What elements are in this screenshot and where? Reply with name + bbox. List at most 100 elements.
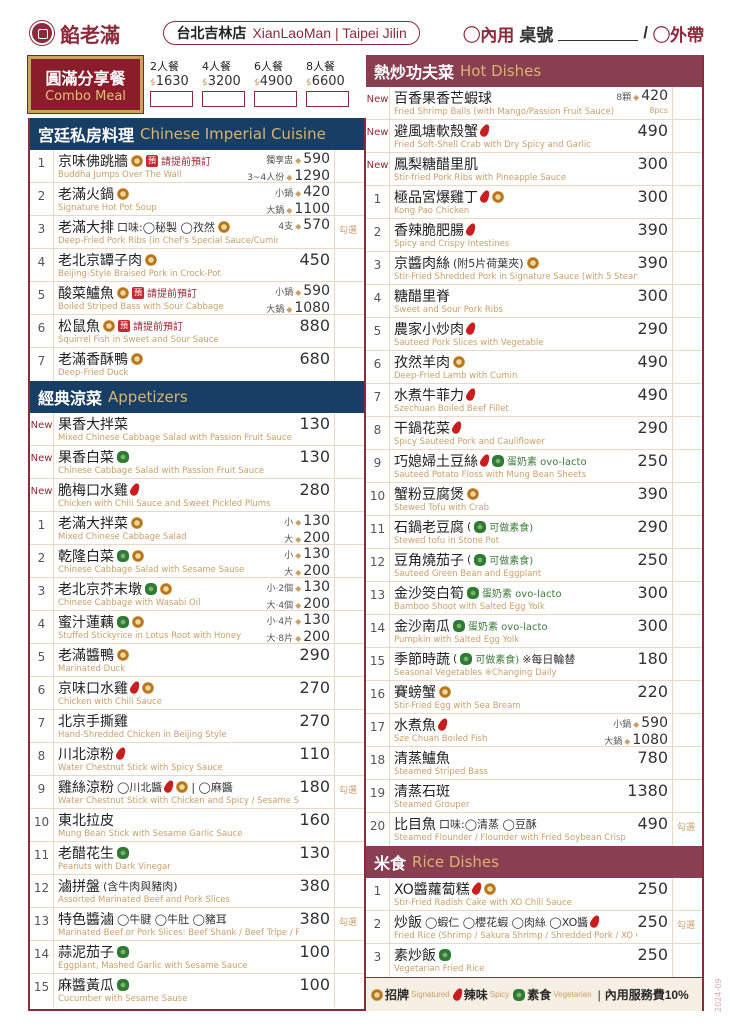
check-option-note[interactable]: 勾選 [334,908,364,940]
dine-in-option[interactable]: ◯內用 [463,25,515,45]
menu-item[interactable]: 2 乾隆白菜 Chinese Cabbage Salad with Sesame S… [30,545,364,581]
menu-item[interactable]: 11 老醋花生 Peanuts with Dark Vinegar 130 [30,842,364,875]
portion-label: 4支 [278,222,294,232]
portion-label: 小·4片 [266,617,294,627]
price-line: 490 [637,122,668,139]
table-number-field[interactable] [558,25,639,41]
menu-item[interactable]: New 脆梅口水雞 Chicken with Chili Sauce and Swe… [30,479,364,512]
item-name-en: Chinese Cabbage Salad with Passion Fruit… [58,466,265,476]
menu-item[interactable]: 10 東北拉皮 Mung Bean Stick with Sesame Garlic… [30,809,364,842]
quantity-box[interactable] [306,91,349,107]
menu-item[interactable]: 5 酸菜鱸魚 預請提前預訂 Boiled Striped Bass with Sour… [30,282,364,318]
menu-item[interactable]: 4 老北京罈子肉 Beijing-Style Braised Pork in Cro… [30,249,364,282]
menu-item[interactable]: 9 巧媳婦土豆絲 蛋奶素 ovo-lacto Sauteed Potato Floss… [366,450,702,483]
item-name-en: Chicken with Chili Sauce and Sweet Pickl… [58,499,271,509]
chili-icon [478,452,492,469]
menu-item[interactable]: 4 蜜汁蓮藕 Stuffed Stickyrice in Lotus Root wi… [30,611,364,647]
item-name: 酸菜鱸魚 [58,285,114,302]
menu-item[interactable]: 1 極品宮爆雞丁 Kong Pao Chicken 300 [366,186,702,219]
menu-item[interactable]: 1 XO醬蘿蔔糕 Stir-Fried Radish Cake with XO Ch… [366,878,702,911]
menu-item[interactable]: 3 老北京芥末墩 Chinese Cabbage with Wasabi Oil 小·… [30,578,364,614]
menu-item[interactable]: 16 賽螃蟹 Stir-Fried Egg with Sea Bream 220 [366,681,702,714]
new-badge: New [366,120,390,152]
menu-item[interactable]: 8 川北涼粉 Water Chestnut Stick with Spicy Sau… [30,743,364,776]
menu-item[interactable]: 12 豆角燒茄子(可做素食) Sauteed Green Bean and Eggp… [366,549,702,582]
item-number: 4 [366,285,390,317]
item-name-line: 蜜汁蓮藕 [58,613,267,631]
menu-item[interactable]: 4 糖醋里脊 Sweet and Sour Pork Ribs 300 [366,285,702,318]
item-name-line: 老北京芥末墩 [58,580,267,598]
menu-item[interactable]: 3 素炒飯 Vegetarian Fried Rice 250 [366,944,702,977]
item-option: 可做素食) [489,523,534,534]
menu-item[interactable]: 5 老滿醬鴨 Marinated Duck 290 [30,644,364,677]
item-name: 京味口水雞 [58,680,128,697]
check-option-note[interactable]: 勾選 [334,776,364,808]
check-cell [334,282,364,318]
menu-item[interactable]: 14 金沙南瓜 蛋奶素 ovo-lacto Pumpkin with Salted E… [366,615,702,648]
price-value: 490 [637,121,668,140]
menu-item[interactable]: New 果香大拌菜 Mixed Chinese Cabbage Salad with… [30,413,364,446]
menu-item[interactable]: 6 孜然羊肉 Deep-Fried Lamb with Cumin 490 [366,351,702,384]
menu-item[interactable]: 7 老滿香酥鴨 Deep-Fried Duck 680 [30,348,364,381]
menu-item[interactable]: 8 干鍋花菜 Spicy Sauteed Pork and Cauliflower 2… [366,417,702,450]
menu-item[interactable]: 7 北京手撕雞 Hand-Shredded Chicken in Beijing S… [30,710,364,743]
menu-item[interactable]: 6 京味口水雞 Chicken with Chili Sauce 270 [30,677,364,710]
menu-item[interactable]: 2 炒飯 ◯蝦仁 ◯櫻花蝦 ◯肉絲 ◯XO醬 Fried Rice (Shrimp /… [366,911,702,944]
menu-item[interactable]: 7 水煮牛菲力 Szechuan Boiled Beef Fillet 490 [366,384,702,417]
menu-item[interactable]: 9 雞絲涼粉 ◯川北醬 | ◯麻醬 Water Chestnut Stick with … [30,776,364,809]
menu-item[interactable]: 13 特色醬滷 ◯牛腱 ◯牛肚 ◯豬耳 Marinated Beef or Pork … [30,908,364,941]
price-value: 100 [299,975,330,994]
section-title-en: Chinese Imperial Cuisine [140,125,326,143]
item-option: | ◯麻醬 [191,780,233,794]
menu-item[interactable]: 18 清蒸鱸魚 Steamed Striped Bass 780 [366,747,702,780]
menu-item[interactable]: 12 滷拼盤 (含牛肉與豬肉) Assorted Marinated Beef and… [30,875,364,908]
check-cell [672,252,702,284]
menu-item[interactable]: New 鳳梨糖醋里肌 Stir-fried Pork Ribs with Pinea… [366,153,702,186]
menu-item[interactable]: 6 松鼠魚 預請提前預訂 Squirrel Fish in Sweet and Sou… [30,315,364,348]
item-name-en: Water Chestnut Stick with Chicken and Sp… [58,796,300,806]
price-line: 880 [299,317,330,334]
menu-item[interactable]: 15 麻醬黃瓜 Cucumber with Sesame Sause 100 [30,974,364,1007]
quantity-box[interactable] [202,91,245,107]
item-info: 果香大拌菜 Mixed Chinese Cabbage Salad with Pa… [54,413,299,445]
item-name-line: 麻醬黃瓜 [58,976,299,994]
menu-item[interactable]: 1 京味佛跳牆 預請提前預訂 Buddha Jumps Over The Wall 獨享… [30,150,364,186]
menu-item[interactable]: 11 石鍋老豆腐(可做素食) Stewed tofu in Stone Pot 290 [366,516,702,549]
portion-label: 大 [284,535,294,545]
price-line: 小鍋 ◆ 590 [266,284,330,301]
menu-item[interactable]: 13 金沙筊白筍 蛋奶素 ovo-lacto Bamboo Shoot with Sa… [366,582,702,615]
menu-item[interactable]: 20 比目魚 口味:◯清蒸 ◯豆酥 Steamed Flounder / Flound… [366,813,702,846]
menu-item[interactable]: 19 清蒸石斑 Steamed Grouper 1380 [366,780,702,813]
legend-spicy-en: Spicy [489,990,510,999]
menu-item[interactable]: 3 京醬肉絲 (附5片荷葉夾) Stir-Fried Shredded Pork in… [366,252,702,285]
chili-icon [451,986,465,1003]
item-name-line: 老滿大排 口味:◯秘製 ◯孜然 [58,218,278,236]
print-date: 2024-09 [714,978,723,1012]
menu-item[interactable]: 5 農家小炒肉 Sauteed Pork Slices with Vegetable… [366,318,702,351]
check-option-note[interactable]: 勾選 [672,911,702,943]
check-option-note[interactable]: 勾選 [334,216,364,248]
menu-item[interactable]: 2 老滿火鍋 Signature Hot Pot Soup 小鍋 ◆ 420 大鍋 ◆ 1100 [30,183,364,219]
check-cell [334,578,364,614]
menu-item[interactable]: New 果香白菜 Chinese Cabbage Salad with Passio… [30,446,364,479]
quantity-box[interactable] [254,91,297,107]
menu-item[interactable]: 14 蒜泥茄子 Eggplant, Mashed Garlic with Sesam… [30,941,364,974]
price-value: 590 [303,151,330,167]
menu-item[interactable]: New 百香果香芒蝦球 Fried Shrimp Balls (with Mango… [366,87,702,120]
quantity-box[interactable] [150,91,193,107]
item-info: 果香白菜 Chinese Cabbage Salad with Passion F… [54,446,299,478]
check-option-note[interactable]: 勾選 [672,813,702,846]
menu-item[interactable]: 2 香辣脆肥腸 Spicy and Crispy Intestines 390 [366,219,702,252]
price-value: 130 [299,414,330,433]
menu-item[interactable]: 10 蟹粉豆腐煲 Stewed Tofu with Crab 390 [366,483,702,516]
takeout-option[interactable]: ◯外帶 [652,25,704,45]
menu-item[interactable]: New 避風塘軟殼蟹 Fried Soft-Shell Crab with Dry … [366,120,702,153]
diamond-icon: ◆ [295,584,302,593]
menu-item[interactable]: 1 老滿大拌菜 Mixed Chinese Cabbage Salad 小 ◆ 130 大 ◆… [30,512,364,548]
item-name: 水煮牛菲力 [394,387,464,404]
price-line: 270 [299,712,330,729]
menu-item[interactable]: 17 水煮魚 Sze Chuan Boiled Fish 小鍋 ◆ 590 大鍋 ◆ 1080 [366,714,702,750]
menu-item[interactable]: 15 季節時蔬(可做素食) ※每日輪替 Seasonal Vegetables ※Ch… [366,648,702,681]
menu-item[interactable]: 3 老滿大排 口味:◯秘製 ◯孜然 Deep-Fried Pork Ribs (in … [30,216,364,249]
combo-meal-badge: 圓滿分享餐 Combo Meal [27,55,144,114]
